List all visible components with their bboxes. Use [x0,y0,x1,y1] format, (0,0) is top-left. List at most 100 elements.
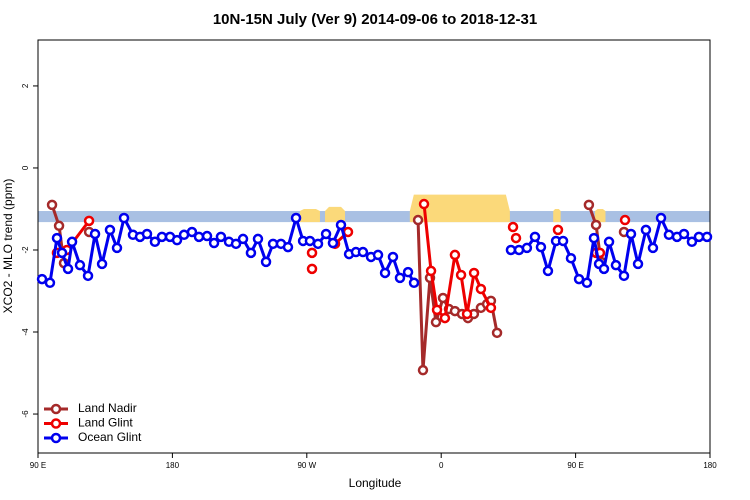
series-point [171,234,183,246]
series-point [449,249,461,261]
series-point [46,199,58,211]
series-point [417,364,429,376]
series-point [439,312,451,324]
series-point [66,236,78,248]
series-point [36,273,48,285]
x-tick-label: 90 E [30,461,46,470]
land-region [299,208,320,223]
series-point [118,212,130,224]
series-point [372,249,384,261]
series-point [44,277,56,289]
x-tick-label: 180 [166,461,180,470]
series-point [505,244,517,256]
legend-marker [50,432,62,444]
y-axis-label: XCO2 - MLO trend (ppm) [1,179,15,314]
y-tick-label: -6 [21,410,30,418]
series-point [260,256,272,268]
series-point [104,224,116,236]
series-point [111,242,123,254]
series-point [701,231,713,243]
series-point [529,231,541,243]
series-point [552,224,564,236]
series-point [632,258,644,270]
series-point [640,224,652,236]
series-point [387,251,399,263]
series-point [83,215,95,227]
series-point [186,226,198,238]
series-point [51,232,63,244]
legend-label: Land Glint [78,416,133,430]
series-point [290,212,302,224]
x-tick-label: 90 W [297,461,316,470]
series-point [425,265,437,277]
series-point [89,228,101,240]
legend-marker [50,418,62,429]
series-point [252,233,264,245]
series-point [245,247,257,259]
series-point [402,266,414,278]
series-point [62,263,74,275]
series-point [693,231,705,243]
x-tick-label: 90 E [567,461,583,470]
series-point [82,270,94,282]
series-point [412,214,424,226]
series-point [455,269,467,281]
series-point [581,277,593,289]
series-point [304,235,316,247]
series-point [408,277,420,289]
series-point [573,273,585,285]
series-point [379,267,391,279]
series-point [306,247,318,259]
series-point [583,199,595,211]
series-point [431,304,443,316]
legend-marker [50,403,62,415]
y-tick-label: -2 [21,246,30,254]
land-region [553,208,561,223]
series-point [647,242,659,254]
x-tick-label: 0 [439,461,444,470]
series-point [437,292,449,304]
series-point [655,212,667,224]
series-point [56,247,68,259]
series-point [230,238,242,250]
series-point [491,327,503,339]
series-point [193,231,205,243]
series-point [590,219,602,231]
series-point [418,198,430,210]
series-point [663,229,675,241]
series-point [475,283,487,295]
series-point [215,231,227,243]
series-point [468,267,480,279]
series-point [625,228,637,240]
series-point [618,270,630,282]
series-point [542,265,554,277]
series-point [156,231,168,243]
series-point [610,259,622,271]
y-tick-label: -4 [21,328,30,336]
legend-label: Ocean Glint [78,430,142,444]
series-point [485,302,497,314]
series-point [565,252,577,264]
series-point [141,228,153,240]
series-point [208,237,220,249]
series-point [507,221,519,233]
series-point [430,316,442,328]
chart-title: 10N-15N July (Ver 9) 2014-09-06 to 2018-… [213,11,537,28]
x-axis-label: Longitude [349,476,402,490]
series-point [74,259,86,271]
series-point [320,228,332,240]
y-tick-label: 2 [21,83,30,88]
series-point [394,272,406,284]
series-point [686,236,698,248]
series-point [510,232,522,244]
series-point [619,214,631,226]
series-point [237,233,249,245]
series-point [312,238,324,250]
series-point [461,308,473,320]
series-point [588,232,600,244]
series-point [306,263,318,275]
y-tick-label: 0 [21,165,30,170]
series-point [53,220,65,232]
series-line [41,212,708,285]
x-tick-label: 180 [703,461,717,470]
